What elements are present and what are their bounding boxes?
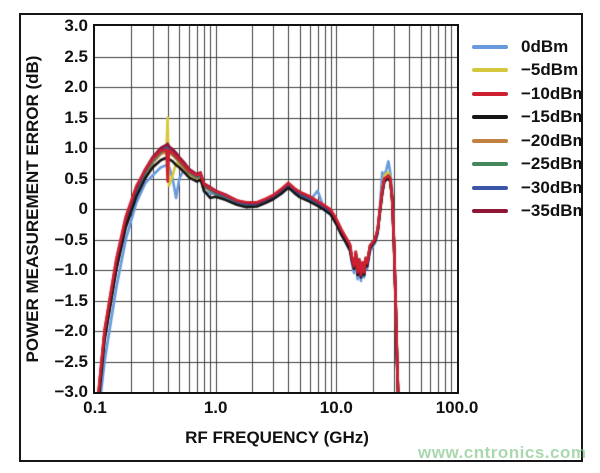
x-tick-label: 1.0 [203,398,228,417]
legend-item: −30dBm [472,176,582,200]
y-tick-label: −2.0 [54,321,88,340]
y-tick-label: 2.0 [64,77,88,96]
legend-label: −5dBm [521,60,579,80]
y-tick-label: 1.0 [64,138,88,157]
y-tick-label: 3.0 [64,16,88,35]
y-tick-label: 0.5 [64,168,88,188]
x-tick-label: 10.0 [319,398,353,417]
y-tick-label: 2.5 [64,46,88,66]
y-tick-label: 0 [78,199,88,218]
y-tick-label: −2.5 [54,351,88,371]
legend-label: −20dBm [521,130,582,150]
legend-line-swatch [472,68,508,73]
x-tick-label: 100.0 [435,398,479,417]
legend-line-swatch [472,115,508,120]
chart-plot-area [95,26,457,392]
legend-item: −15dBm [472,106,582,130]
legend-line-swatch [472,44,508,49]
y-tick-label: −3.0 [54,382,88,401]
y-tick-label: −1.5 [54,290,88,310]
legend-line-swatch [472,209,508,214]
plot-border [93,24,459,394]
legend-line-swatch [472,185,508,190]
legend-label: −30dBm [521,177,582,197]
legend-label: −25dBm [521,154,582,174]
legend-line-swatch [472,91,508,96]
watermark-text: www.cntronics.com [418,443,587,462]
legend-label: 0dBm [521,36,569,56]
legend-item: 0dBm [472,35,582,59]
chart-legend: 0dBm −5dBm −10dBm −15dBm −20dBm −25dBm −30dBm −… [472,35,582,223]
x-tick-label: 0.1 [83,398,107,417]
legend-item: −10dBm [472,82,582,106]
legend-label: −35dBm [521,201,582,221]
legend-item: −5dBm [472,59,582,83]
legend-line-swatch [472,138,508,143]
legend-label: −15dBm [521,107,582,127]
legend-label: −10dBm [521,83,582,103]
y-tick-label: 1.5 [64,107,88,127]
x-axis-title: RF FREQUENCY (GHz) [185,428,369,447]
legend-item: −20dBm [472,129,582,153]
y-tick-label: −1.0 [54,260,88,279]
y-tick-label: −0.5 [54,229,88,249]
legend-item: −35dBm [472,200,582,224]
legend-line-swatch [472,162,508,167]
legend-item: −25dBm [472,153,582,177]
